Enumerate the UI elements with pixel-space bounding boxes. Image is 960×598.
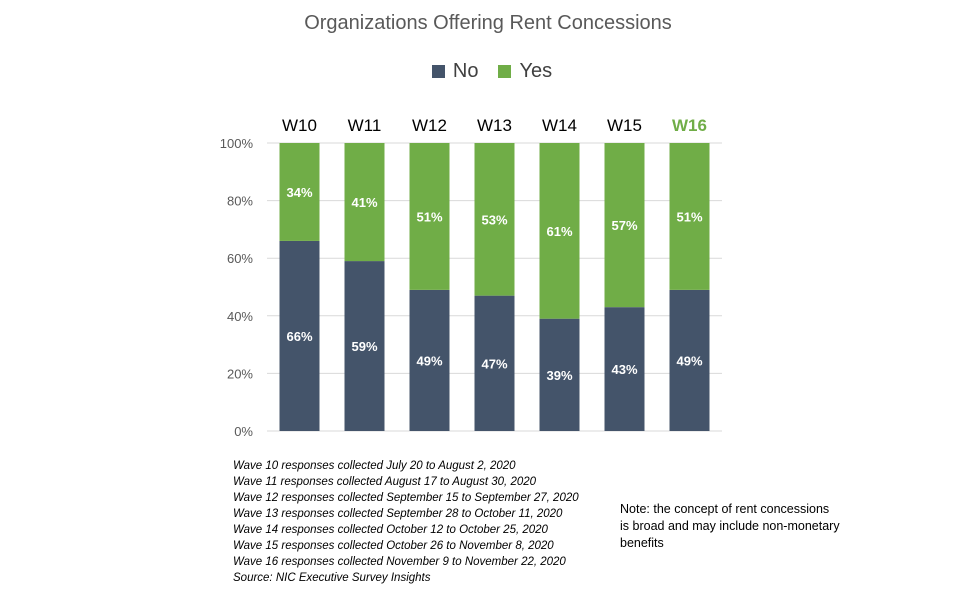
data-label-no: 59% (351, 339, 377, 354)
data-label-yes: 57% (611, 218, 637, 233)
bar-yes (669, 143, 710, 290)
category-label: W14 (542, 116, 577, 135)
bar-no (474, 295, 515, 431)
data-label-yes: 51% (416, 209, 442, 224)
category-label: W12 (412, 116, 447, 135)
bar-yes (279, 143, 320, 241)
legend-label-yes: Yes (519, 60, 553, 82)
bar-no (344, 261, 385, 431)
wave-note: Wave 15 responses collected October 26 t… (233, 540, 554, 552)
y-tick-label: 20% (227, 366, 253, 381)
legend: No Yes (0, 60, 960, 83)
wave-note: Wave 12 responses collected September 15… (233, 492, 579, 504)
wave-note: Wave 13 responses collected September 28… (233, 508, 563, 520)
data-label-no: 43% (611, 362, 637, 377)
data-label-yes: 34% (286, 185, 312, 200)
category-label: W16 (672, 116, 707, 135)
chart-title: Organizations Offering Rent Concessions (304, 12, 672, 34)
wave-notes: Wave 10 responses collected July 20 to A… (233, 458, 579, 586)
y-tick-label: 60% (227, 251, 253, 266)
bar-yes (409, 143, 450, 290)
data-label-no: 49% (676, 353, 702, 368)
data-label-no: 47% (481, 356, 507, 371)
legend-swatch-yes (498, 65, 512, 78)
plot-area: 0% 20% 40% 60% 80% 100% 66% 34% W10 59% 41% W11 49% 5… (220, 116, 722, 439)
bar-no (279, 240, 320, 431)
y-tick-label: 40% (227, 309, 253, 324)
bar-yes (474, 143, 515, 296)
legend-label-no: No (452, 60, 479, 82)
category-label: W15 (607, 116, 642, 135)
y-tick-label: 0% (234, 424, 253, 439)
y-tick-label: 80% (227, 194, 253, 209)
bar-no (604, 307, 645, 431)
category-label: W10 (282, 116, 317, 135)
wave-note: Wave 14 responses collected October 12 t… (233, 524, 548, 536)
legend-swatch-no (431, 65, 445, 78)
bar-no (539, 318, 580, 431)
data-label-yes: 51% (676, 209, 702, 224)
wave-note: Wave 16 responses collected November 9 t… (233, 556, 566, 568)
side-note: Note: the concept of rent concessions is… (620, 502, 840, 550)
legend-entry-yes: Yes (498, 60, 552, 83)
data-label-no: 66% (286, 329, 312, 344)
data-label-yes: 53% (481, 212, 507, 227)
bar-no (409, 289, 450, 431)
category-label: W11 (348, 116, 382, 135)
bar-yes (344, 143, 385, 262)
bar-yes (539, 143, 580, 319)
data-label-yes: 41% (351, 195, 377, 210)
source-note: Source: NIC Executive Survey Insights (233, 572, 431, 584)
wave-note: Wave 10 responses collected July 20 to A… (233, 460, 516, 472)
data-label-no: 39% (546, 368, 572, 383)
bar-yes (604, 143, 645, 308)
data-label-yes: 61% (546, 224, 572, 239)
category-label: W13 (477, 116, 512, 135)
legend-entry-no: No (431, 60, 479, 83)
data-label-no: 49% (416, 353, 442, 368)
wave-note: Wave 11 responses collected August 17 to… (233, 476, 537, 488)
y-tick-label: 100% (220, 136, 254, 151)
bar-no (669, 289, 710, 431)
